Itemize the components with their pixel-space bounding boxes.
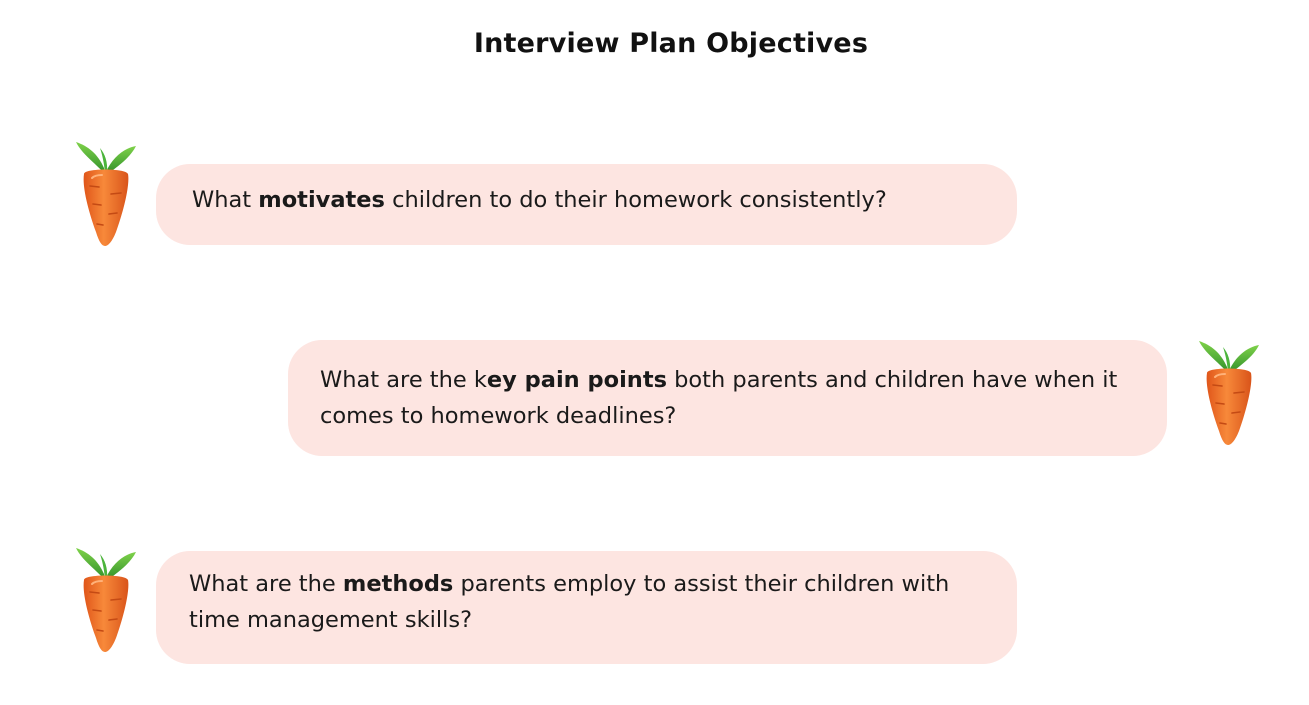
- question-text-start: What are the: [189, 571, 343, 597]
- carrot-icon: [1195, 339, 1261, 447]
- question-keyword: motivates: [258, 187, 385, 213]
- question-text-start: What: [192, 187, 259, 213]
- question-keyword: ey pain points: [486, 367, 667, 393]
- question-keyword: methods: [342, 571, 454, 597]
- page-title: Interview Plan Objectives: [473, 28, 869, 59]
- question-bubble-methods: What are the methods parents employ to a…: [156, 551, 1017, 664]
- question-bubble-pain-points: What are the key pain points both parent…: [288, 340, 1167, 456]
- question-text-end: both parents and children have when it c…: [320, 367, 1118, 429]
- question-text-end: children to do their homework consistent…: [384, 187, 887, 213]
- carrot-icon: [72, 140, 138, 248]
- question-bubble-motivation: What motivates children to do their home…: [156, 164, 1017, 245]
- carrot-icon: [72, 546, 138, 654]
- question-text-start: What are the k: [320, 367, 487, 393]
- question-text-end: parents employ to assist their children …: [189, 571, 950, 633]
